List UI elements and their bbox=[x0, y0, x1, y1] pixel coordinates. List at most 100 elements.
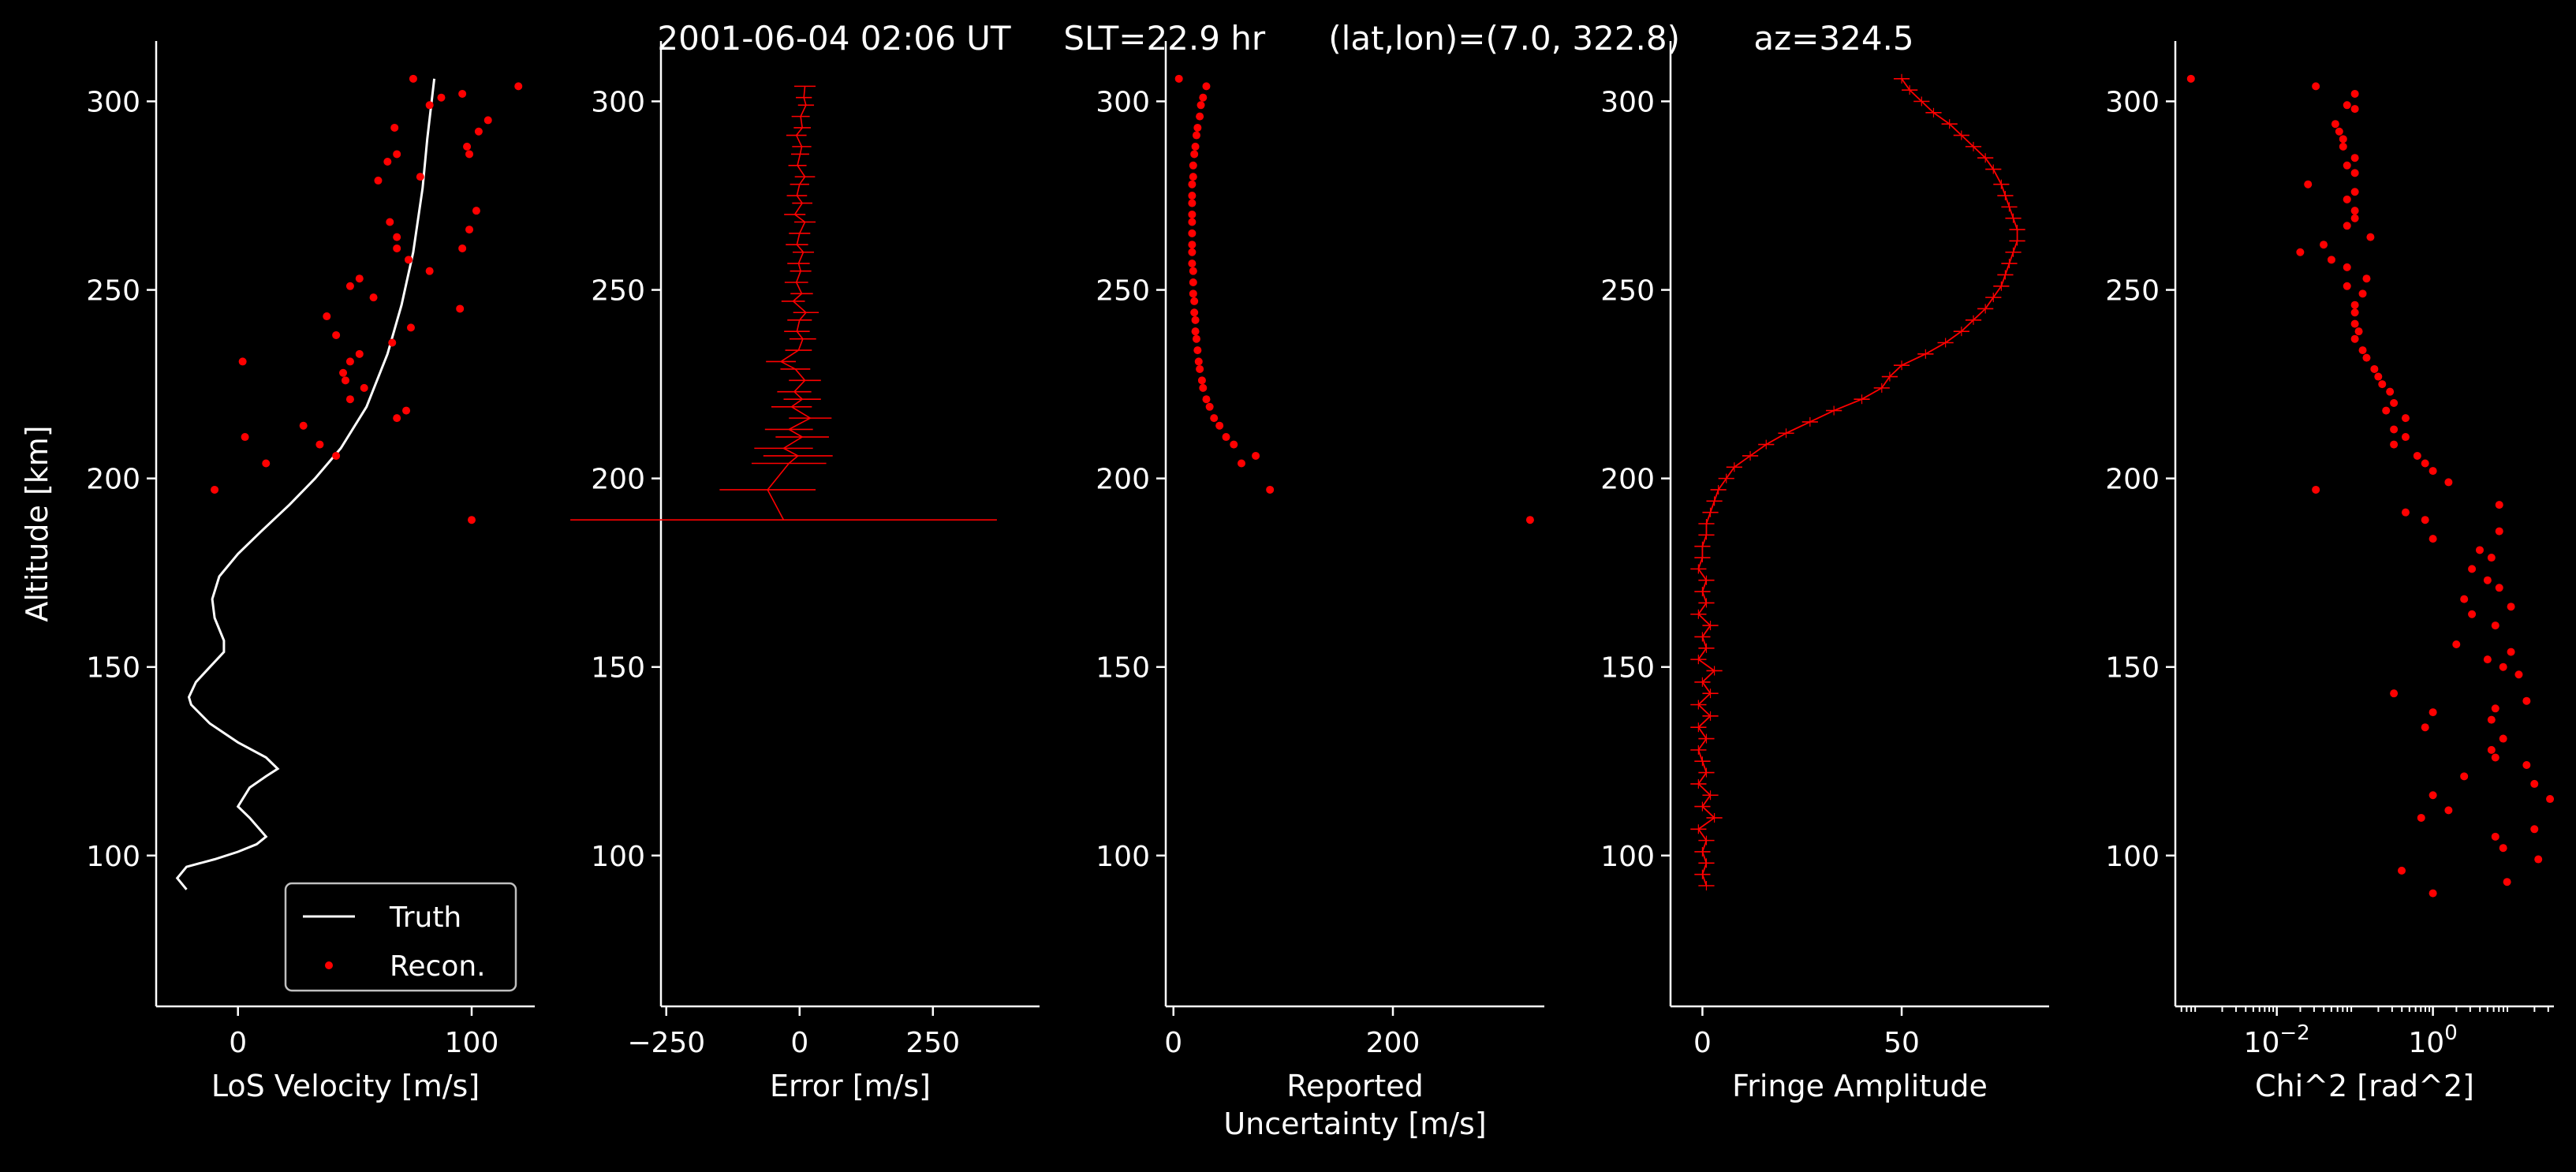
series-line-segment bbox=[1889, 364, 1902, 378]
data-point bbox=[2312, 485, 2320, 494]
series-line-segment bbox=[1701, 681, 1712, 694]
data-point bbox=[1199, 93, 1208, 102]
series-line-segment bbox=[1697, 602, 1708, 615]
data-point bbox=[1189, 161, 1197, 170]
data-point bbox=[2401, 433, 2410, 442]
data-point bbox=[2390, 399, 2399, 407]
x-tick-label: 0 bbox=[1164, 1027, 1182, 1059]
data-point bbox=[393, 233, 401, 241]
data-point bbox=[2499, 844, 2507, 853]
data-point bbox=[2429, 791, 2437, 800]
data-point bbox=[332, 330, 341, 339]
data-point bbox=[1189, 289, 1197, 298]
y-tick-label: 100 bbox=[1600, 841, 1655, 873]
y-tick-label: 300 bbox=[1096, 87, 1150, 119]
series-line-segment bbox=[1701, 794, 1712, 808]
data-point bbox=[383, 158, 392, 166]
data-point bbox=[332, 451, 341, 460]
series-line-segment bbox=[1901, 78, 1910, 91]
series-line-segment bbox=[1909, 89, 1922, 103]
series-line-segment bbox=[1786, 421, 1811, 435]
error-trace-segment bbox=[767, 462, 790, 491]
x-tick-label: 250 bbox=[905, 1027, 960, 1059]
error-trace-segment bbox=[795, 282, 803, 294]
y-tick-label: 150 bbox=[1600, 652, 1655, 685]
data-point bbox=[2429, 708, 2437, 717]
data-point bbox=[2487, 745, 2496, 754]
error-trace-segment bbox=[783, 436, 803, 450]
error-trace-segment bbox=[800, 104, 807, 117]
y-tick-label: 200 bbox=[2105, 464, 2160, 496]
data-point bbox=[1193, 123, 1202, 132]
error-trace-segment bbox=[794, 203, 803, 215]
data-point bbox=[463, 142, 472, 151]
data-point bbox=[2483, 655, 2492, 664]
series-line-segment bbox=[1925, 342, 1947, 355]
data-point bbox=[1266, 485, 1275, 494]
data-point bbox=[2487, 554, 2496, 562]
data-point bbox=[437, 93, 446, 102]
data-point bbox=[2429, 535, 2437, 543]
data-point bbox=[1202, 82, 1211, 91]
error-trace-segment bbox=[793, 391, 803, 400]
data-point bbox=[1205, 402, 1214, 411]
data-point bbox=[1188, 192, 1197, 200]
series-line-truth bbox=[175, 78, 436, 890]
series-line-segment bbox=[1921, 100, 1935, 114]
error-trace-segment bbox=[800, 116, 803, 129]
error-trace-segment bbox=[788, 417, 811, 431]
series-line-segment bbox=[2000, 274, 2007, 287]
data-point bbox=[2546, 795, 2555, 804]
data-point bbox=[2483, 576, 2492, 584]
x-tick-label: 0 bbox=[790, 1027, 808, 1059]
data-point bbox=[474, 127, 483, 136]
data-point bbox=[2382, 406, 2391, 415]
data-point bbox=[2417, 813, 2425, 822]
error-trace-segment bbox=[797, 165, 806, 177]
y-tick-label: 100 bbox=[591, 841, 645, 873]
legend-label-truth: Truth bbox=[389, 901, 461, 934]
y-tick-label: 300 bbox=[591, 87, 645, 119]
series-line-segment bbox=[1973, 308, 1986, 321]
legend-label-recon: Recon. bbox=[390, 950, 486, 983]
series-line-segment bbox=[2000, 184, 2007, 196]
error-trace-segment bbox=[791, 406, 811, 419]
data-point bbox=[1230, 440, 1238, 449]
data-point bbox=[2444, 806, 2453, 815]
data-point bbox=[355, 274, 364, 283]
data-point bbox=[2452, 640, 2461, 648]
data-point bbox=[2350, 308, 2359, 317]
y-tick-label: 150 bbox=[86, 652, 140, 685]
data-point bbox=[2390, 440, 2399, 449]
series-line-segment bbox=[1701, 805, 1715, 819]
error-trace-segment bbox=[797, 252, 805, 264]
series-line-segment bbox=[1973, 146, 1986, 159]
data-point bbox=[393, 150, 401, 159]
data-point bbox=[2312, 82, 2320, 91]
data-point bbox=[1210, 414, 1219, 423]
data-point bbox=[315, 440, 324, 449]
data-point bbox=[1202, 395, 1211, 404]
y-tick-label: 250 bbox=[2105, 275, 2160, 308]
data-point bbox=[2386, 387, 2395, 396]
data-point bbox=[2444, 478, 2453, 487]
data-point bbox=[2350, 300, 2359, 309]
data-point bbox=[1189, 267, 1197, 275]
y-tick-label: 250 bbox=[86, 275, 140, 308]
data-point bbox=[472, 207, 480, 215]
data-point bbox=[262, 459, 271, 468]
error-trace-segment bbox=[791, 398, 803, 408]
error-trace-segment bbox=[788, 428, 803, 438]
data-point bbox=[458, 89, 467, 98]
panel-error: 100 150 200 250 300 −250 0 250 Error [m/s] bbox=[570, 41, 1040, 1103]
data-point bbox=[2401, 414, 2410, 423]
data-point bbox=[2468, 565, 2477, 573]
data-point bbox=[2350, 334, 2359, 343]
data-point bbox=[2343, 161, 2351, 170]
data-point bbox=[2468, 610, 2477, 618]
data-point bbox=[1188, 180, 1197, 188]
error-trace-segment bbox=[795, 135, 803, 147]
data-point bbox=[2495, 584, 2503, 592]
data-point bbox=[393, 244, 401, 252]
